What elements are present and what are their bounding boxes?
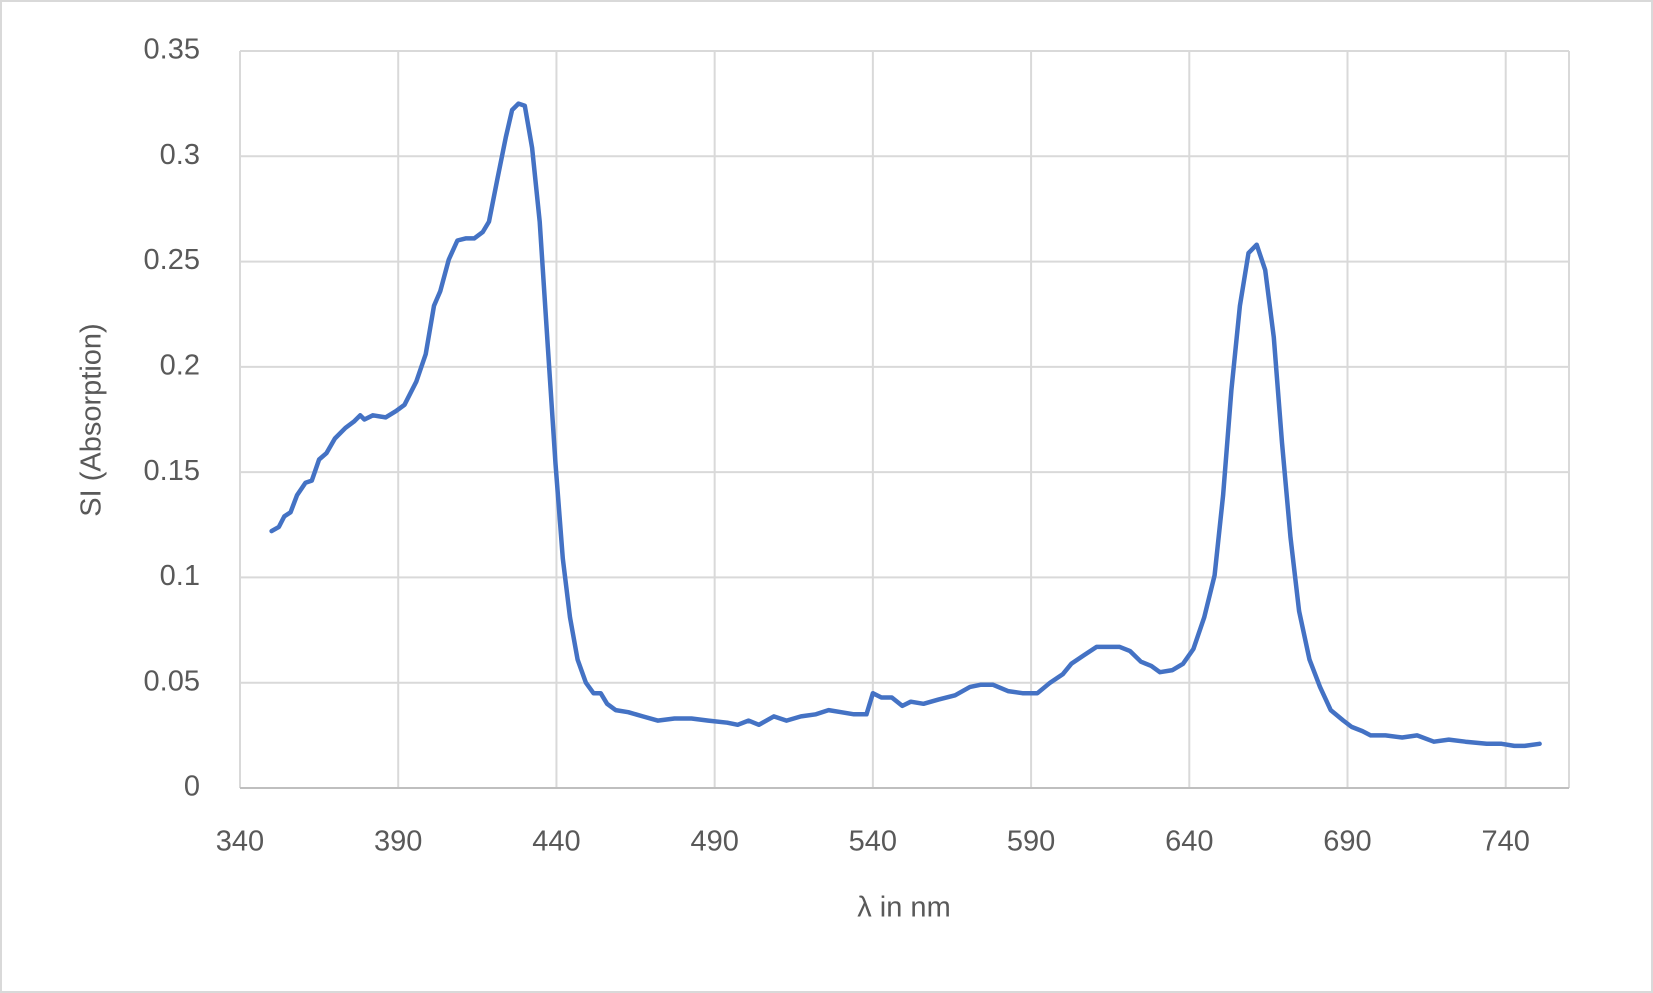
y-axis-title: SI (Absorption) <box>76 323 108 516</box>
y-tick-label: 0.2 <box>160 350 200 382</box>
x-tick-label: 690 <box>1323 826 1371 858</box>
y-tick-label: 0.05 <box>144 665 200 697</box>
x-tick-label: 590 <box>1007 826 1055 858</box>
x-axis-title: λ in nm <box>857 892 950 924</box>
y-tick-label: 0.3 <box>160 139 200 171</box>
x-tick-label: 390 <box>374 826 422 858</box>
y-tick-label: 0.35 <box>144 34 200 66</box>
x-tick-label: 740 <box>1482 826 1530 858</box>
x-tick-label: 340 <box>216 826 264 858</box>
data-line <box>269 101 1542 749</box>
x-tick-label: 540 <box>849 826 897 858</box>
y-tick-label: 0.1 <box>160 560 200 592</box>
y-tick-label: 0.25 <box>144 244 200 276</box>
x-tick-label: 490 <box>690 826 738 858</box>
y-tick-label: 0.15 <box>144 455 200 487</box>
y-tick-label: 0 <box>184 771 200 803</box>
x-tick-label: 440 <box>532 826 580 858</box>
x-tick-label: 640 <box>1165 826 1213 858</box>
